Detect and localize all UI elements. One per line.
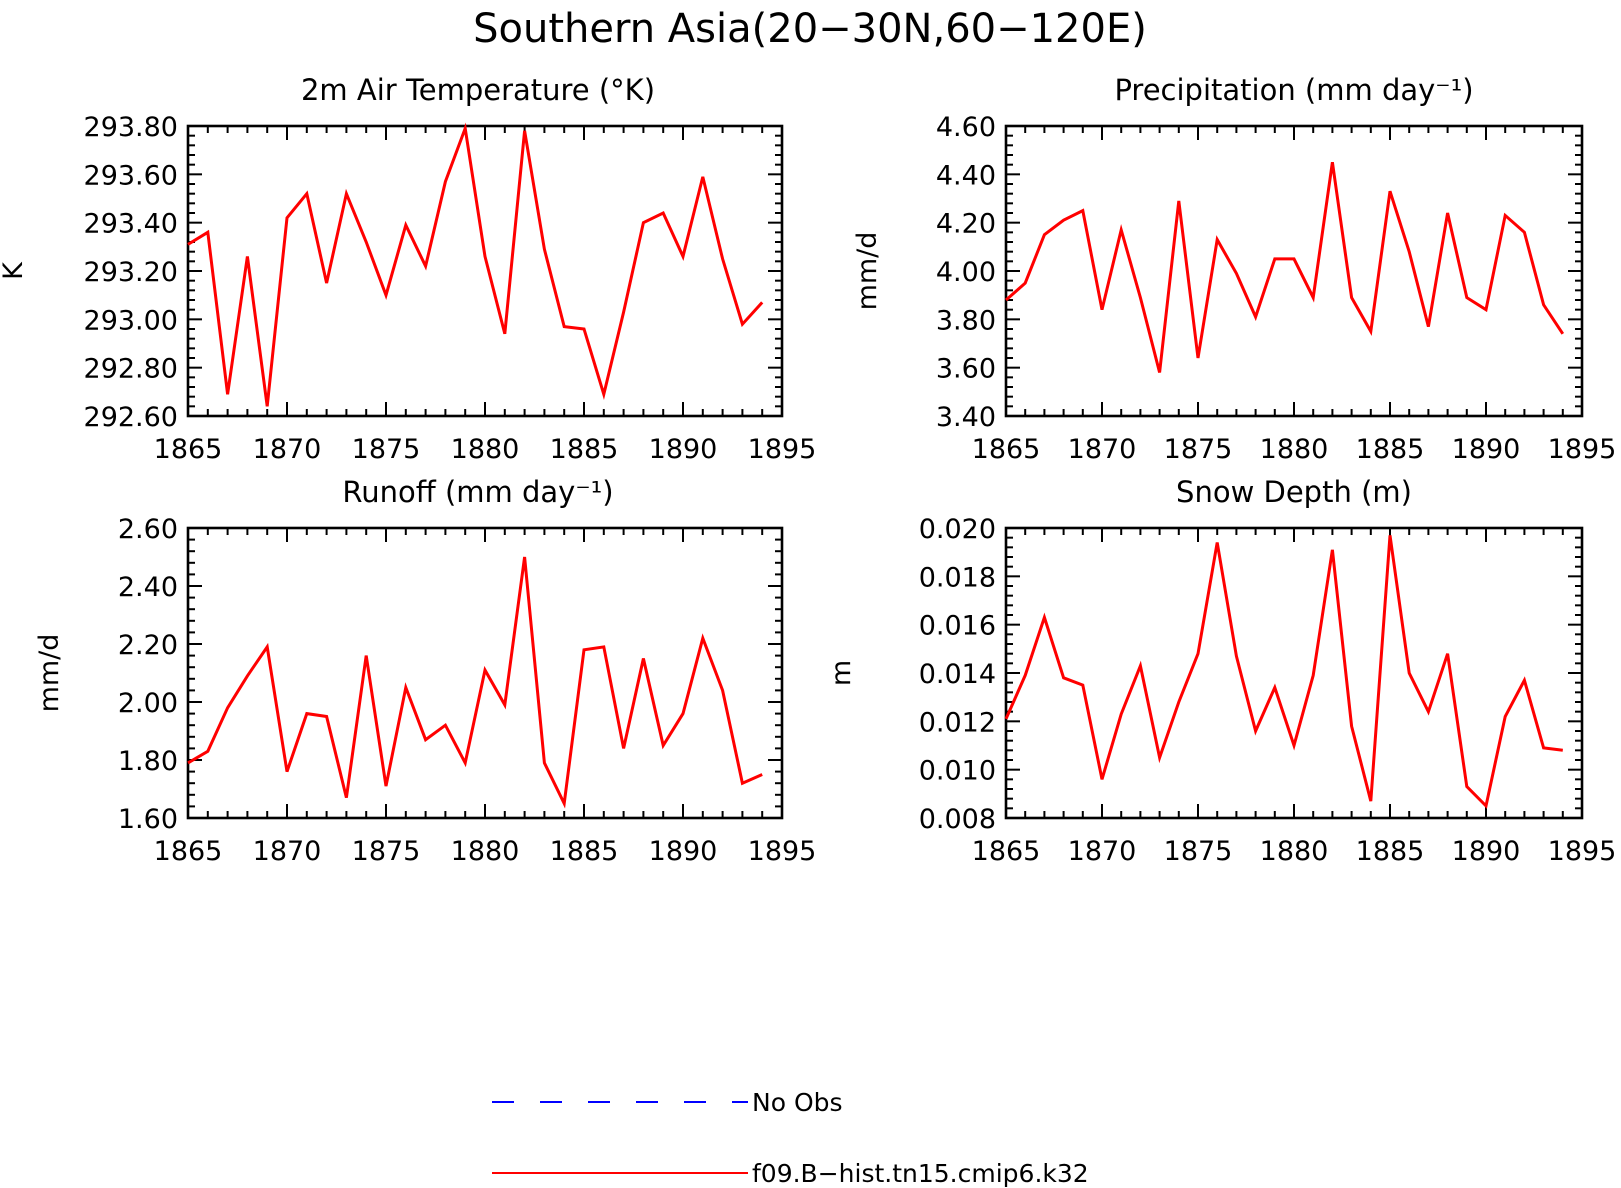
precipitation-y-tick-label: 4.20 [936, 209, 996, 240]
air-temperature-y-tick-label: 293.00 [84, 305, 178, 336]
runoff-x-tick-label: 1885 [550, 836, 619, 867]
air-temperature-x-tick-label: 1895 [748, 434, 817, 465]
snow-depth-y-tick-label: 0.020 [919, 514, 996, 545]
panel-snow-depth: Snow Depth (m) m 1865 1870 1875 1880 1885 1890 1… [826, 475, 1616, 867]
air-temperature-y-tick-label: 292.80 [84, 354, 178, 385]
runoff-y-tick-label: 2.60 [118, 514, 178, 545]
snow-depth-x-tick-label: 1880 [1260, 836, 1329, 867]
snow-depth-plot-frame [1004, 526, 1584, 820]
snow-depth-x-tick-label: 1870 [1068, 836, 1137, 867]
snow-depth-x-tick-label: 1875 [1164, 836, 1233, 867]
runoff-x-tick-label: 1895 [748, 836, 817, 867]
runoff-y-axis-label: mm/d [34, 634, 65, 713]
snow-depth-title: Snow Depth (m) [1176, 475, 1412, 509]
air-temperature-x-tick-label: 1880 [451, 434, 520, 465]
runoff-x-tick-label: 1890 [649, 836, 718, 867]
snow-depth-y-tick-label: 0.014 [919, 659, 996, 690]
snow-depth-x-tick-label: 1865 [972, 836, 1041, 867]
runoff-title: Runoff (mm day⁻¹) [342, 475, 613, 509]
air-temperature-x-tick-label: 1870 [253, 434, 322, 465]
air-temperature-plot-frame [186, 124, 784, 418]
runoff-series-line [187, 556, 763, 809]
precipitation-x-tick-label: 1875 [1164, 434, 1233, 465]
precipitation-x-tick-label: 1865 [972, 434, 1041, 465]
precipitation-x-tick-label: 1895 [1548, 434, 1617, 465]
precipitation-y-axis-label: mm/d [852, 232, 883, 311]
precipitation-y-tick-label: 3.60 [936, 354, 996, 385]
precipitation-series-line [1005, 161, 1565, 373]
panels: 2m Air Temperature (°K) K 1865 1870 1875 1880… [0, 73, 1616, 867]
snow-depth-series-line [1004, 535, 1563, 809]
snow-depth-y-tick-label: 0.016 [919, 611, 996, 642]
runoff-x-tick-label: 1870 [253, 836, 322, 867]
precipitation-y-tick-label: 4.40 [936, 160, 996, 191]
precipitation-y-tick-label: 3.40 [936, 402, 996, 433]
precipitation-x-tick-label: 1885 [1356, 434, 1425, 465]
snow-depth-x-tick-label: 1890 [1452, 836, 1521, 867]
runoff-x-tick-label: 1880 [451, 836, 520, 867]
snow-depth-y-tick-label: 0.018 [919, 562, 996, 593]
air-temperature-x-tick-label: 1875 [352, 434, 421, 465]
air-temperature-x-tick-label: 1865 [154, 434, 223, 465]
panel-precipitation: Precipitation (mm day⁻¹) mm/d 1865 1870 1875… [852, 73, 1616, 465]
air-temperature-y-axis-label: K [0, 261, 29, 280]
legend-model-label: f09.B−hist.tn15.cmip6.k32 [752, 1159, 1089, 1188]
runoff-y-tick-label: 2.20 [118, 630, 178, 661]
snow-depth-y-tick-label: 0.012 [919, 707, 996, 738]
snow-depth-x-tick-label: 1895 [1548, 836, 1617, 867]
panel-runoff: Runoff (mm day⁻¹) mm/d 1865 1870 1875 1880 188… [34, 475, 816, 867]
legend-obs-label: No Obs [752, 1088, 843, 1117]
snow-depth-y-tick-label: 0.010 [919, 756, 996, 787]
legend: No Obs f09.B−hist.tn15.cmip6.k32 [492, 1088, 1089, 1188]
precipitation-x-tick-label: 1890 [1452, 434, 1521, 465]
air-temperature-y-tick-label: 293.20 [84, 257, 178, 288]
precipitation-x-tick-label: 1880 [1260, 434, 1329, 465]
snow-depth-y-tick-label: 0.008 [919, 804, 996, 835]
air-temperature-y-tick-label: 292.60 [84, 402, 178, 433]
precipitation-plot-frame [1004, 124, 1584, 418]
runoff-y-tick-label: 2.00 [118, 688, 178, 719]
precipitation-y-tick-label: 4.00 [936, 257, 996, 288]
air-temperature-x-tick-label: 1885 [550, 434, 619, 465]
air-temperature-y-tick-label: 293.80 [84, 112, 178, 143]
runoff-y-tick-label: 1.80 [118, 746, 178, 777]
panel-air-temperature: 2m Air Temperature (°K) K 1865 1870 1875 1880… [0, 73, 816, 465]
air-temperature-x-tick-label: 1890 [649, 434, 718, 465]
figure-title: Southern Asia(20−30N,60−120E) [473, 6, 1147, 52]
runoff-y-tick-label: 1.60 [118, 804, 178, 835]
air-temperature-series-line [187, 122, 764, 407]
snow-depth-x-tick-label: 1885 [1356, 836, 1425, 867]
air-temperature-y-tick-label: 293.40 [84, 209, 178, 240]
air-temperature-title: 2m Air Temperature (°K) [301, 73, 655, 107]
runoff-x-tick-label: 1865 [154, 836, 223, 867]
precipitation-x-tick-label: 1870 [1068, 434, 1137, 465]
precipitation-y-tick-label: 4.60 [936, 112, 996, 143]
runoff-x-tick-label: 1875 [352, 836, 421, 867]
precipitation-title: Precipitation (mm day⁻¹) [1114, 73, 1473, 107]
runoff-y-tick-label: 2.40 [118, 572, 178, 603]
air-temperature-y-tick-label: 293.60 [84, 160, 178, 191]
snow-depth-y-axis-label: m [826, 660, 857, 686]
precipitation-y-tick-label: 3.80 [936, 305, 996, 336]
